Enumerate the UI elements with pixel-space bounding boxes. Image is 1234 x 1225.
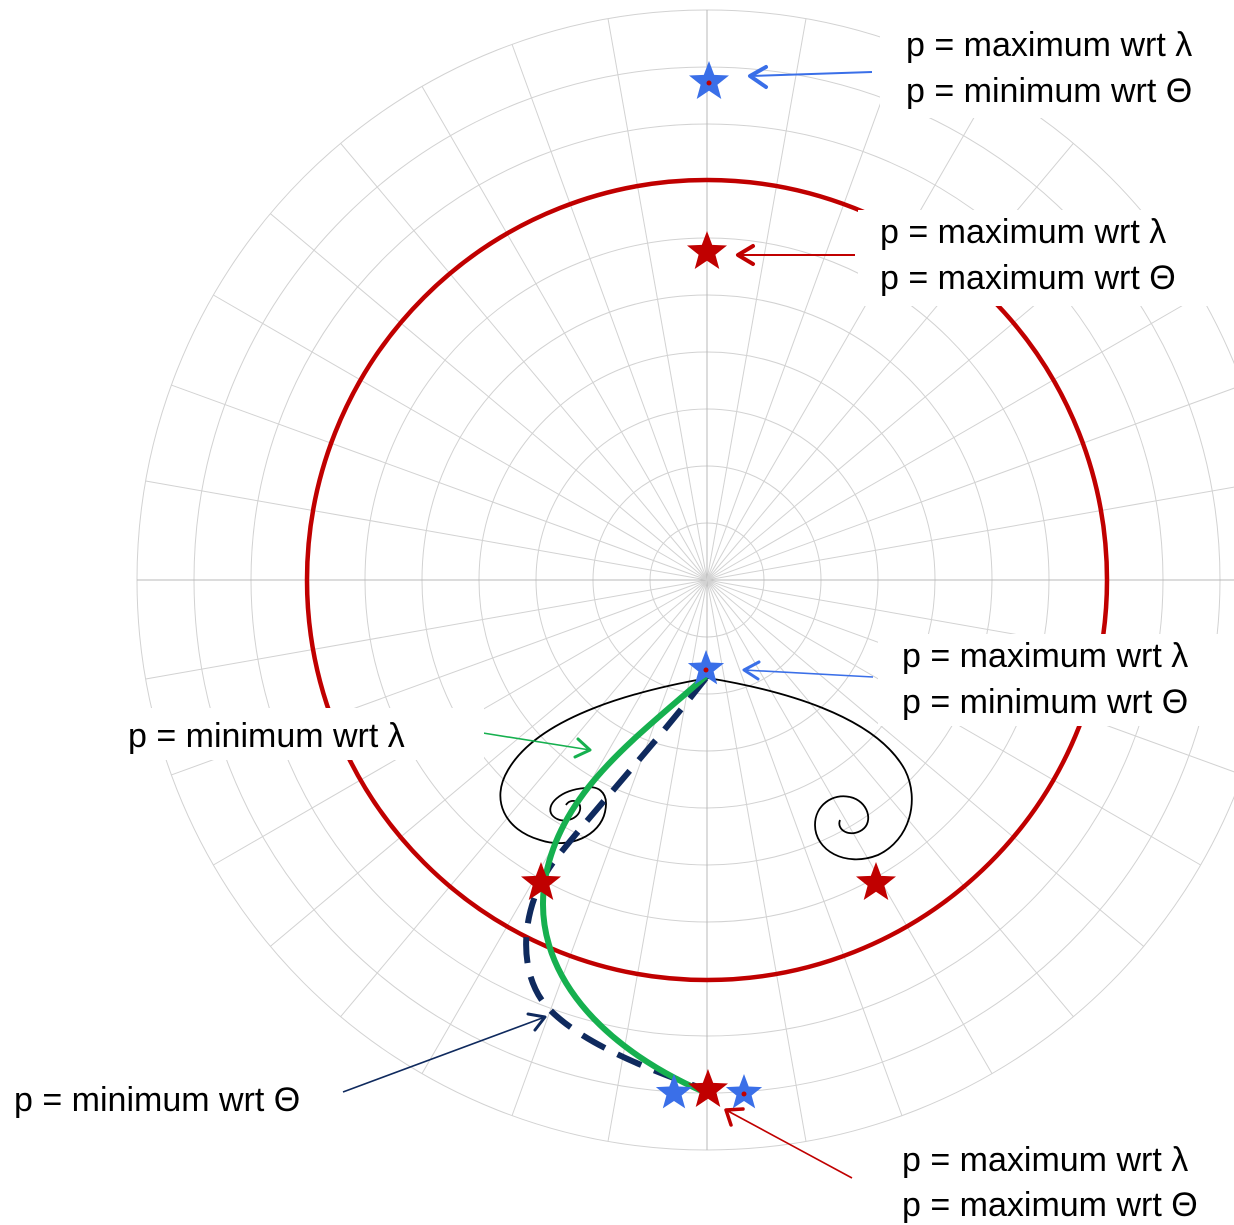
star-right-red — [856, 862, 896, 900]
label-bg-top-red — [858, 210, 1234, 306]
grid-spoke — [706, 579, 993, 1074]
red-circle — [304, 177, 1110, 983]
star-center-blue — [687, 650, 725, 685]
label-center-blue-line2: p = minimum wrt Θ — [902, 683, 1188, 721]
star-bottom-blue-right-center-dot — [741, 1091, 747, 1097]
polar-grid — [136, 9, 1234, 1151]
arrow-top-blue — [748, 65, 873, 89]
label-bg-top-blue — [880, 22, 1234, 118]
arrow-navy — [342, 1012, 547, 1093]
grid-spoke — [706, 44, 903, 581]
star-left-red — [521, 862, 561, 900]
dashed-path-minimum-theta — [523, 676, 714, 1095]
grid-spoke — [706, 579, 903, 1116]
star-bottom-blue-left — [655, 1074, 693, 1109]
grid-spoke — [340, 143, 708, 581]
grid-spoke — [145, 579, 708, 680]
arrow-bottom-red — [724, 1107, 853, 1179]
label-center-blue-line1: p = maximum wrt λ — [902, 637, 1188, 675]
label-top-red-line2: p = maximum wrt Θ — [880, 259, 1176, 297]
grid-spoke — [270, 213, 708, 581]
grid-spoke — [340, 579, 708, 1017]
stars — [521, 61, 896, 1109]
star-center-blue-center-dot — [703, 667, 709, 673]
arrows — [342, 65, 874, 1179]
black-curve-right-spiral — [838, 796, 870, 835]
grid-spoke — [213, 294, 708, 581]
grid-spoke — [706, 387, 1234, 581]
grid-spoke — [706, 579, 1074, 1017]
label-bg-bottom-red — [878, 1138, 1234, 1225]
grid-spoke — [706, 143, 1074, 581]
grid-spoke — [270, 579, 708, 947]
black-curve-arc — [499, 677, 709, 845]
star-top-blue-center-dot — [706, 80, 712, 86]
grid-spoke — [706, 579, 807, 1142]
label-top-blue-line2: p = minimum wrt Θ — [906, 72, 1192, 110]
label-green-path: p = minimum wrt λ — [128, 717, 405, 755]
arrow-top-red — [736, 244, 855, 266]
grid-spoke — [421, 86, 708, 581]
star-top-red — [687, 231, 727, 269]
label-top-red-line1: p = maximum wrt λ — [880, 213, 1166, 251]
label-dashed-path: p = minimum wrt Θ — [14, 1081, 300, 1119]
label-bg-green — [112, 708, 484, 760]
grid-spoke — [706, 486, 1234, 581]
grid-spoke — [706, 86, 993, 581]
label-bottom-red-line2: p = maximum wrt Θ — [902, 1186, 1198, 1224]
label-top-blue-line1: p = maximum wrt λ — [906, 26, 1192, 64]
star-top-blue — [689, 61, 729, 99]
label-bg-navy — [0, 1074, 342, 1124]
grid-spoke — [145, 480, 708, 581]
arrow-green — [482, 732, 592, 759]
grid-spoke — [706, 579, 1144, 947]
star-bottom-blue-right — [725, 1074, 763, 1109]
grid-spoke — [706, 294, 1201, 581]
grid-spoke — [511, 579, 708, 1116]
grid-spoke — [511, 44, 708, 581]
grid-spoke — [607, 18, 708, 581]
star-bottom-red — [688, 1069, 728, 1107]
label-bg-center-blue — [878, 634, 1234, 726]
label-bottom-red-line1: p = maximum wrt λ — [902, 1141, 1188, 1179]
grid-spoke — [171, 384, 708, 581]
green-path-minimum-lambda — [540, 673, 718, 1100]
grid-spoke — [706, 18, 807, 581]
arrow-center-blue — [742, 660, 874, 681]
black-curve-right-arc — [707, 677, 913, 861]
